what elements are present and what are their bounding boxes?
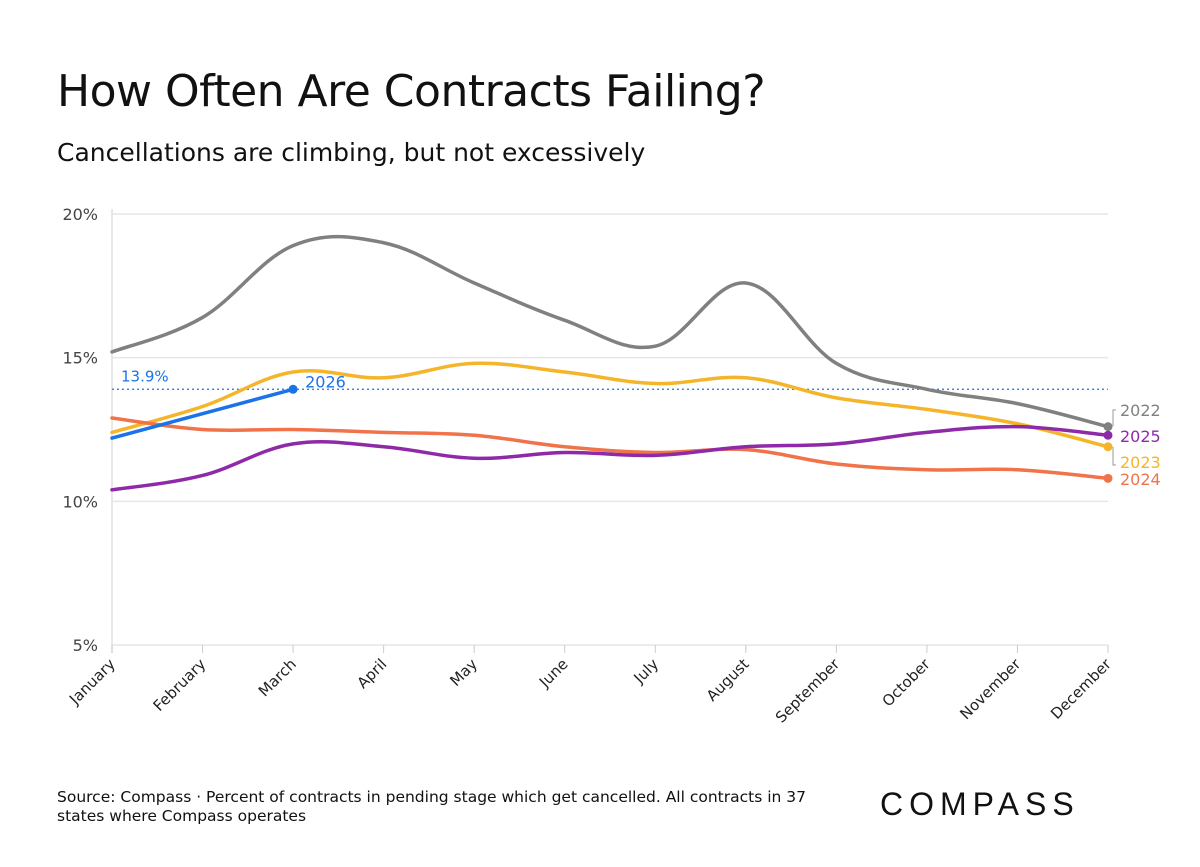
series-label-2024: 2024 — [1120, 470, 1161, 489]
end-point-2025 — [1103, 430, 1113, 440]
series-line-2022 — [110, 234, 1110, 429]
x-tick-label: September — [772, 655, 844, 727]
chart-subtitle: Cancellations are climbing, but not exce… — [57, 138, 646, 167]
y-tick-label: 10% — [62, 492, 98, 511]
y-tick-label: 20% — [62, 205, 98, 224]
chart-title: How Often Are Contracts Failing? — [57, 66, 766, 117]
x-tick-label: March — [255, 655, 300, 700]
series-line-2026 — [110, 387, 295, 440]
series-line-2025 — [110, 424, 1110, 492]
x-tick-label: May — [446, 655, 481, 690]
x-tick-label: June — [535, 655, 572, 692]
series-line-2023 — [110, 361, 1110, 449]
series-line-2024 — [110, 416, 1110, 481]
series-label-2023: 2023 — [1120, 453, 1161, 472]
label-connector — [1112, 409, 1116, 466]
series-label-2026: 2026 — [305, 372, 346, 391]
x-tick-label: April — [353, 655, 390, 692]
x-tick-label: October — [879, 655, 935, 711]
x-tick-label: July — [630, 655, 663, 688]
end-point-2023 — [1103, 442, 1113, 452]
reference-line-label: 13.9% — [121, 367, 169, 385]
x-tick-label: December — [1047, 655, 1115, 723]
compass-logo: COMPASS — [880, 786, 1080, 822]
y-tick-label: 5% — [73, 636, 98, 655]
end-point-2026 — [288, 384, 298, 394]
x-tick-label: February — [150, 655, 210, 715]
source-note: Source: Compass · Percent of contracts i… — [57, 788, 807, 825]
x-tick-label: August — [703, 655, 753, 705]
x-tick-label: January — [65, 655, 119, 709]
end-point-2022 — [1103, 422, 1113, 432]
series-label-2025: 2025 — [1120, 427, 1161, 446]
y-tick-label: 15% — [62, 349, 98, 368]
end-point-2024 — [1103, 473, 1113, 483]
x-tick-label: November — [956, 655, 1024, 723]
series-label-2022: 2022 — [1120, 401, 1161, 420]
